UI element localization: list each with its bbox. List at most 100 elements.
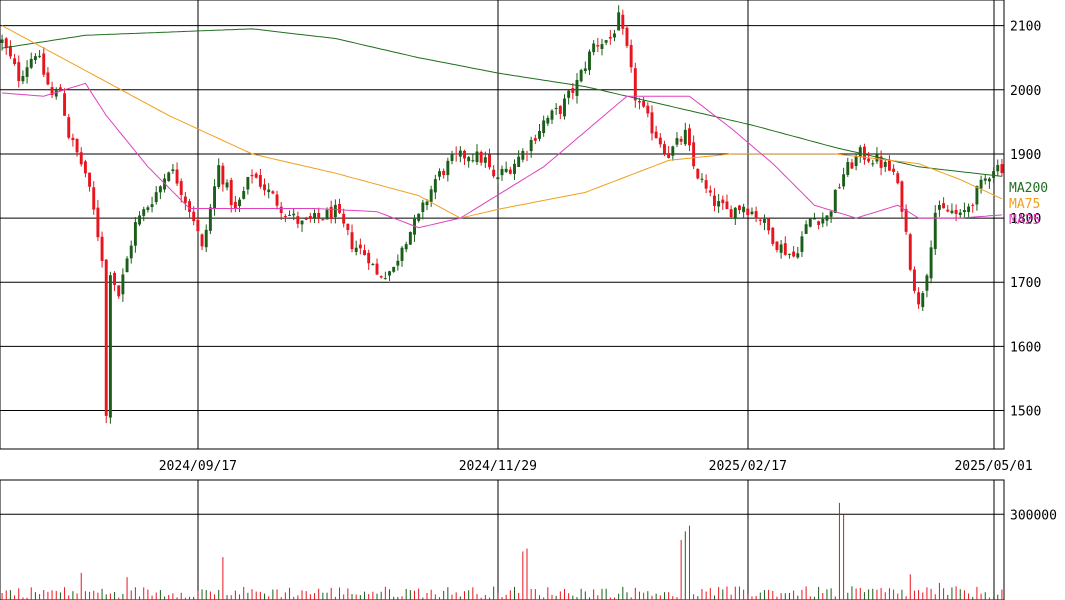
ma25-line xyxy=(2,82,1002,229)
candle-body xyxy=(1000,164,1004,173)
volume-tick-label: 300000 xyxy=(1010,508,1057,523)
candle-body xyxy=(708,190,712,193)
candle-body xyxy=(75,138,79,153)
candle-body xyxy=(833,189,837,213)
candle-body xyxy=(933,212,937,249)
candle-body xyxy=(408,232,412,245)
candle-body xyxy=(342,213,346,224)
candle-body xyxy=(633,68,637,101)
candle-body xyxy=(692,142,696,167)
candle-body xyxy=(413,218,416,235)
candle-body xyxy=(800,236,804,252)
candle-body xyxy=(979,179,983,189)
candle-body xyxy=(108,275,112,418)
candle-body xyxy=(942,203,946,209)
candle-body xyxy=(883,161,887,167)
candle-body xyxy=(496,177,500,180)
candle-body xyxy=(513,163,516,174)
candle-body xyxy=(338,203,341,213)
candle-body xyxy=(521,150,525,160)
candle-body xyxy=(246,177,250,190)
candle-body xyxy=(808,217,812,227)
candle-body xyxy=(138,215,142,225)
candle-body xyxy=(154,192,158,203)
candle-body xyxy=(113,272,117,285)
price-tick-label: 1500 xyxy=(1010,405,1041,420)
price-tick-label: 2000 xyxy=(1010,84,1041,99)
candle-body xyxy=(175,169,179,184)
price-tick-label: 2100 xyxy=(1010,20,1041,35)
candle-body xyxy=(46,72,50,85)
candle-body xyxy=(588,51,591,71)
candle-body xyxy=(433,179,437,193)
candle-body xyxy=(733,207,737,219)
candle-body xyxy=(950,210,954,214)
candle-body xyxy=(533,138,537,141)
candle-body xyxy=(450,153,454,161)
candle-body xyxy=(225,182,229,188)
candle-body xyxy=(642,100,646,107)
candle-body xyxy=(58,87,62,91)
candle-body xyxy=(288,214,291,216)
candle-body xyxy=(775,241,779,250)
candle-body xyxy=(613,33,616,38)
candle-body xyxy=(600,44,604,49)
candle-body xyxy=(771,227,775,244)
candle-body xyxy=(158,186,162,193)
candle-body xyxy=(996,165,1000,172)
candle-body xyxy=(517,156,521,167)
candle-body xyxy=(179,181,183,195)
candle-body xyxy=(371,264,375,266)
candle-body xyxy=(317,213,321,218)
candle-body xyxy=(738,205,741,211)
candle-body xyxy=(100,236,104,261)
candle-body xyxy=(858,147,862,158)
candle-body xyxy=(92,187,96,210)
candle-body xyxy=(696,168,700,179)
candle-body xyxy=(429,189,433,202)
candle-body xyxy=(983,178,987,181)
candle-body xyxy=(683,129,687,145)
candle-body xyxy=(442,170,446,176)
candle-body xyxy=(875,154,879,162)
candle-body xyxy=(825,215,829,221)
candle-body xyxy=(267,189,271,193)
candle-body xyxy=(946,209,950,212)
legend-item-ma75: MA75 xyxy=(1009,197,1040,212)
candle-body xyxy=(967,206,971,212)
price-tick-label: 1700 xyxy=(1010,276,1041,291)
candle-body xyxy=(421,202,425,212)
date-tick-label: 2024/09/17 xyxy=(159,459,237,474)
candle-body xyxy=(121,274,125,295)
grid-lines xyxy=(0,0,1004,600)
candle-body xyxy=(375,263,379,275)
candle-body xyxy=(767,218,771,231)
candle-body xyxy=(171,169,175,172)
candle-body xyxy=(638,101,641,103)
price-tick-label: 1900 xyxy=(1010,148,1041,163)
candle-body xyxy=(583,68,587,72)
candle-body xyxy=(608,36,612,39)
candle-body xyxy=(783,243,787,255)
candle-body xyxy=(4,38,8,48)
candle-body xyxy=(592,43,596,53)
candle-body xyxy=(721,199,725,204)
volume-axis: 300000 xyxy=(1010,508,1057,523)
candle-body xyxy=(438,171,441,177)
candle-body xyxy=(125,258,129,273)
candle-body xyxy=(346,223,350,230)
candle-body xyxy=(8,45,12,57)
candle-body xyxy=(975,185,979,205)
candle-body xyxy=(292,213,296,216)
candle-body xyxy=(233,201,237,209)
candle-body xyxy=(871,163,875,165)
candle-body xyxy=(21,76,25,82)
candle-body xyxy=(962,209,966,213)
candle-body xyxy=(350,232,354,250)
candle-body xyxy=(954,209,958,214)
candle-body xyxy=(862,146,866,160)
candle-body xyxy=(458,150,462,157)
candle-body xyxy=(71,137,75,141)
candle-body xyxy=(358,244,362,249)
candle-body xyxy=(625,27,629,46)
